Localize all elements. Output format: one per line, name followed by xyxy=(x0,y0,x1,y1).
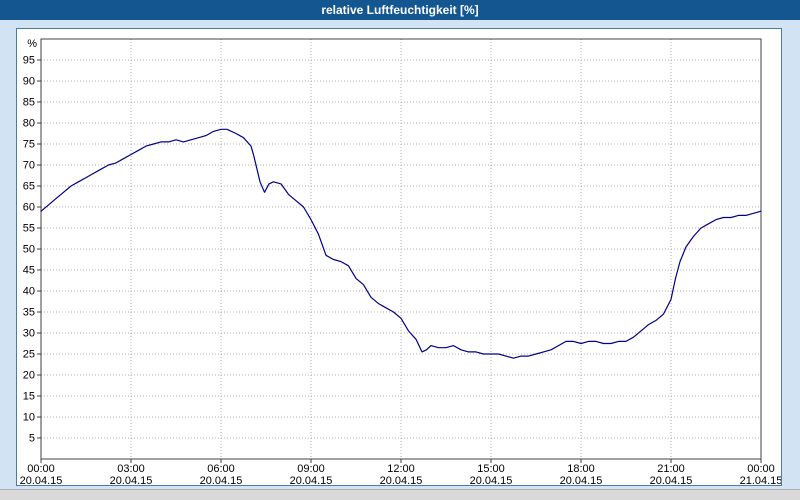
svg-text:20.04.15: 20.04.15 xyxy=(470,475,513,485)
svg-text:70: 70 xyxy=(23,160,35,172)
svg-text:50: 50 xyxy=(23,244,35,256)
svg-text:5: 5 xyxy=(29,433,35,445)
svg-text:21:00: 21:00 xyxy=(657,463,685,475)
svg-text:12:00: 12:00 xyxy=(387,463,415,475)
svg-text:06:00: 06:00 xyxy=(207,463,235,475)
chart-panel: % 5 10 15 20 25 30 35 40 45 50 55 60 65 70 75 80 85 90 95 00… xyxy=(16,28,782,486)
svg-text:30: 30 xyxy=(23,328,35,340)
svg-text:95: 95 xyxy=(23,55,35,67)
svg-text:65: 65 xyxy=(23,181,35,193)
svg-text:20.04.15: 20.04.15 xyxy=(110,475,153,485)
svg-text:15:00: 15:00 xyxy=(477,463,505,475)
svg-text:80: 80 xyxy=(23,118,35,130)
svg-text:55: 55 xyxy=(23,223,35,235)
window-title: relative Luftfeuchtigkeit [%] xyxy=(321,3,479,17)
svg-text:25: 25 xyxy=(23,349,35,361)
svg-text:%: % xyxy=(27,38,37,50)
svg-text:20.04.15: 20.04.15 xyxy=(290,475,333,485)
svg-text:03:00: 03:00 xyxy=(117,463,145,475)
svg-text:15: 15 xyxy=(23,391,35,403)
svg-text:20: 20 xyxy=(23,370,35,382)
svg-text:10: 10 xyxy=(23,412,35,424)
svg-text:18:00: 18:00 xyxy=(567,463,595,475)
svg-text:20.04.15: 20.04.15 xyxy=(650,475,693,485)
svg-text:20.04.15: 20.04.15 xyxy=(380,475,423,485)
svg-text:00:00: 00:00 xyxy=(747,463,775,475)
svg-text:85: 85 xyxy=(23,97,35,109)
svg-text:20.04.15: 20.04.15 xyxy=(20,475,63,485)
svg-text:60: 60 xyxy=(23,202,35,214)
svg-text:40: 40 xyxy=(23,286,35,298)
svg-text:45: 45 xyxy=(23,265,35,277)
svg-text:20.04.15: 20.04.15 xyxy=(200,475,243,485)
svg-text:21.04.15: 21.04.15 xyxy=(740,475,781,485)
svg-text:00:00: 00:00 xyxy=(27,463,55,475)
svg-text:35: 35 xyxy=(23,307,35,319)
svg-text:75: 75 xyxy=(23,139,35,151)
humidity-line-chart: % 5 10 15 20 25 30 35 40 45 50 55 60 65 70 75 80 85 90 95 00… xyxy=(20,38,781,485)
svg-text:90: 90 xyxy=(23,76,35,88)
window-titlebar: relative Luftfeuchtigkeit [%] xyxy=(0,0,800,20)
horizontal-scrollbar[interactable] xyxy=(0,489,800,500)
svg-text:20.04.15: 20.04.15 xyxy=(560,475,603,485)
svg-text:09:00: 09:00 xyxy=(297,463,325,475)
